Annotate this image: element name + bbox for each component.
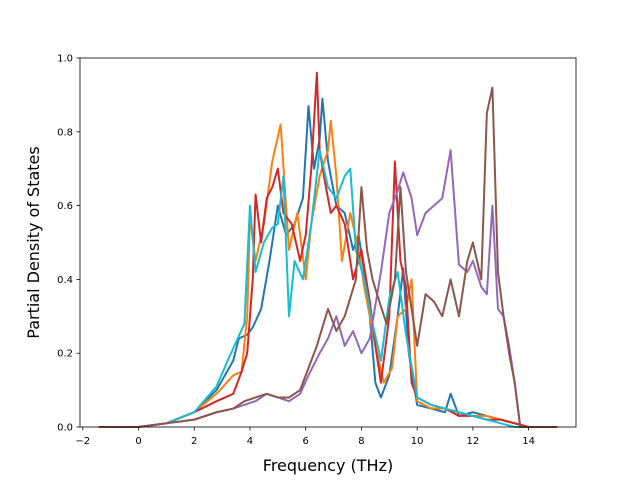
y-tick-label: 0.4 — [57, 275, 73, 286]
x-tick-label: 2 — [191, 436, 197, 447]
y-tick-label: 0.2 — [57, 349, 73, 360]
x-tick-label: 10 — [411, 436, 424, 447]
x-tick-label: 12 — [467, 436, 480, 447]
y-axis-ticks: 0.0 0.2 0.4 0.6 0.8 1.0 — [57, 54, 80, 434]
series-line-5 — [98, 149, 558, 428]
y-tick-label: 0.8 — [57, 127, 73, 138]
x-tick-label: −2 — [75, 436, 90, 447]
y-tick-label: 0.6 — [57, 201, 73, 212]
y-tick-label: 1.0 — [57, 54, 73, 65]
x-tick-label: 0 — [135, 436, 141, 447]
x-tick-label: 14 — [522, 436, 535, 447]
y-tick-label: 0.0 — [57, 423, 73, 434]
x-axis-ticks: −2 0 2 4 6 8 10 12 14 — [75, 427, 535, 447]
x-tick-label: 8 — [358, 436, 364, 447]
y-axis-label: Partial Density of States — [24, 146, 43, 338]
x-tick-label: 4 — [247, 436, 253, 447]
series-line-4 — [98, 149, 558, 428]
axes-frame — [79, 57, 577, 428]
x-axis-label: Frequency (THz) — [263, 456, 393, 475]
series-line-1 — [98, 97, 558, 428]
series-layer — [98, 71, 558, 428]
x-tick-label: 6 — [303, 436, 309, 447]
series-line-6 — [98, 86, 558, 428]
